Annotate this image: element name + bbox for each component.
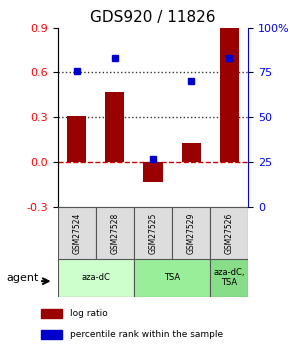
- Bar: [41, 330, 62, 339]
- Text: TSA: TSA: [164, 273, 180, 282]
- FancyBboxPatch shape: [210, 207, 248, 259]
- FancyBboxPatch shape: [96, 207, 134, 259]
- FancyBboxPatch shape: [134, 207, 172, 259]
- Bar: [220, 28, 239, 162]
- Text: GSM27526: GSM27526: [225, 212, 234, 254]
- Title: GDS920 / 11826: GDS920 / 11826: [90, 10, 216, 25]
- FancyBboxPatch shape: [58, 259, 134, 297]
- FancyBboxPatch shape: [58, 207, 96, 259]
- Bar: [41, 309, 62, 318]
- Bar: [182, 143, 201, 162]
- Bar: [67, 116, 86, 162]
- FancyBboxPatch shape: [172, 207, 210, 259]
- Text: aza-dC,
TSA: aza-dC, TSA: [214, 268, 245, 287]
- FancyBboxPatch shape: [210, 259, 248, 297]
- Text: GSM27528: GSM27528: [110, 212, 119, 254]
- Bar: [144, 162, 163, 181]
- Bar: [105, 92, 125, 162]
- Text: aza-dC: aza-dC: [81, 273, 110, 282]
- FancyBboxPatch shape: [134, 259, 210, 297]
- Text: agent: agent: [6, 273, 38, 283]
- Text: GSM27529: GSM27529: [187, 212, 196, 254]
- Text: log ratio: log ratio: [70, 309, 108, 318]
- Text: percentile rank within the sample: percentile rank within the sample: [70, 330, 223, 339]
- Text: GSM27525: GSM27525: [148, 212, 158, 254]
- Text: GSM27524: GSM27524: [72, 212, 81, 254]
